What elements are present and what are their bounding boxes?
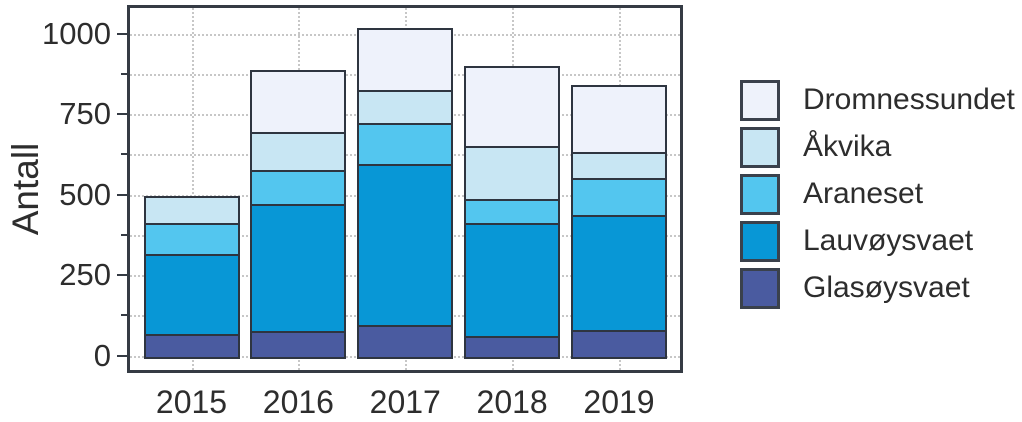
bar-segment-dromnessundet [571,84,667,153]
bar-segment-araneset [143,223,240,254]
y-tick-major [117,32,127,35]
legend-item: Araneset [740,173,1015,215]
y-tick-label: 0 [93,337,111,373]
x-tick-label: 2015 [155,384,228,420]
bar-segment-åkvika [571,152,667,179]
y-tick-label: 1000 [42,15,111,51]
bar-segment-araneset [571,178,667,216]
y-tick-minor [121,314,127,317]
bar-segment-glasøysvaet [571,329,667,359]
gridline-vertical [191,8,194,370]
bar-segment-dromnessundet [464,65,561,147]
bar-segment-glasøysvaet [250,331,347,359]
y-tick-minor [121,233,127,236]
x-tick-label: 2019 [583,384,655,420]
legend-label: Araneset [803,177,924,210]
y-tick-label: 250 [59,257,111,292]
bar-segment-åkvika [143,195,240,224]
legend: Dromnessundet Åkvika Araneset Lauvøysvae… [740,79,1015,315]
bar-segment-lauvøysvaet [464,223,561,336]
legend-swatch-glasoysvaet [740,267,780,309]
bar-2015 [143,195,240,359]
x-tick-label: 2016 [262,384,334,420]
y-tick-minor [121,72,127,75]
bar-segment-lauvøysvaet [250,203,347,332]
y-tick-major [117,113,127,115]
bar-segment-araneset [357,123,454,164]
y-tick-major [117,193,127,196]
bar-segment-araneset [464,199,561,224]
legend-label: Lauvøysvaet [803,224,974,257]
plot-area [127,5,683,373]
bar-segment-åkvika [357,89,454,124]
bar-segment-dromnessundet [357,28,454,90]
bar-segment-lauvøysvaet [143,253,240,335]
bar-segment-dromnessundet [250,70,347,132]
bar-segment-lauvøysvaet [571,215,667,330]
legend-item: Lauvøysvaet [740,220,1015,262]
bar-2017 [357,28,454,359]
bar-segment-glasøysvaet [357,324,454,359]
legend-item: Dromnessundet [740,79,1015,121]
bar-2016 [250,70,347,359]
y-tick-label: 500 [59,176,111,212]
y-tick-minor [121,153,127,156]
bar-2019 [571,84,667,359]
legend-label: Åkvika [803,130,892,163]
bar-segment-åkvika [464,146,561,200]
legend-swatch-lauvoysvaet [740,220,780,262]
x-tick-label: 2017 [369,384,441,420]
bar-segment-glasøysvaet [143,334,240,359]
legend-label: Dromnessundet [803,83,1015,116]
legend-item: Åkvika [740,126,1015,168]
y-tick-major [117,354,127,357]
bar-segment-araneset [250,170,347,204]
legend-swatch-araneset [740,173,780,215]
bar-segment-åkvika [250,131,347,171]
bar-2018 [464,65,561,359]
y-tick-major [117,274,127,276]
bar-segment-glasøysvaet [464,335,561,359]
bar-segment-lauvøysvaet [357,163,454,325]
legend-item: Glasøysvaet [740,267,1015,309]
y-tick-label: 750 [59,96,111,131]
legend-swatch-dromnessundet [740,79,780,121]
x-tick-label: 2018 [476,384,548,420]
legend-label: Glasøysvaet [803,271,970,304]
legend-swatch-akvika [740,126,780,168]
